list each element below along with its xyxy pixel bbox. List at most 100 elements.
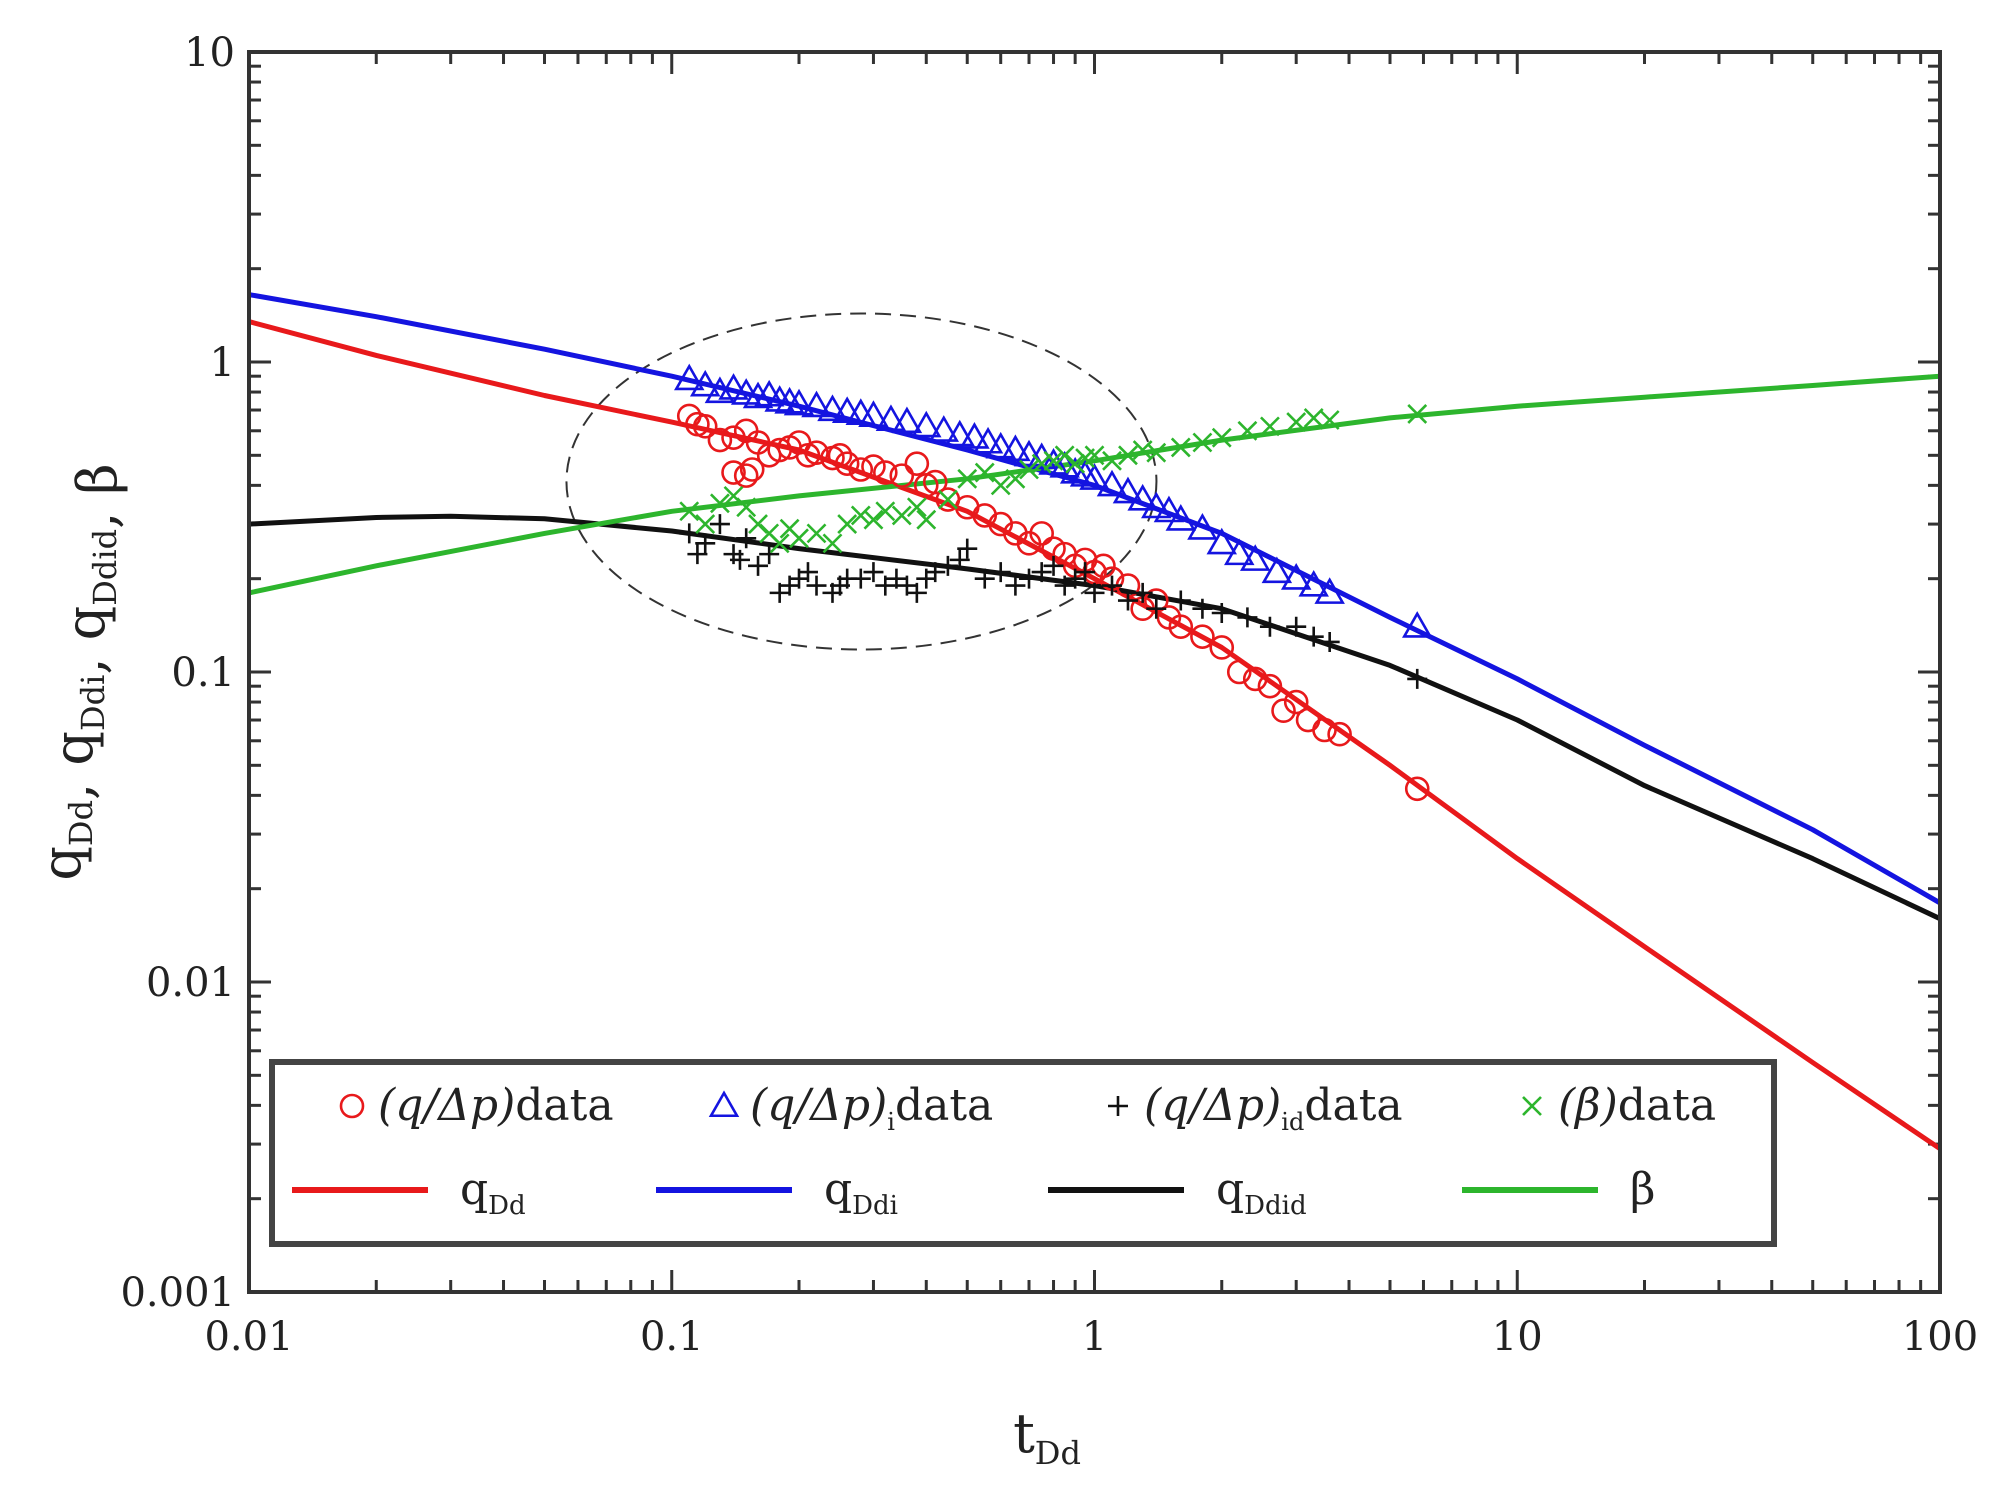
data-point-cross: [1054, 445, 1075, 466]
data-point-plus: [759, 544, 780, 565]
data-point-triangle: [783, 388, 815, 416]
y-axis-title: qDd, qDdi, qDdid, β: [30, 463, 129, 880]
data-point-circle: [1091, 553, 1116, 579]
data-point-circle: [1327, 721, 1352, 747]
data-point-circle: [733, 463, 759, 488]
data-point-cross: [974, 462, 995, 483]
data-point-plus: [886, 568, 907, 589]
data-point-plus: [875, 575, 896, 596]
data-point-circle: [692, 414, 718, 439]
data-point-cross: [1102, 450, 1122, 471]
legend-label-sub: id: [1281, 1108, 1304, 1136]
data-point-triangle: [1187, 513, 1218, 540]
data-point-plus: [1170, 590, 1191, 611]
data-point-circle: [1242, 666, 1268, 692]
series-markers: [674, 363, 1433, 802]
y-axis-title-part: , q: [42, 731, 105, 800]
data-point-circle: [1312, 717, 1337, 743]
data-point-circle: [889, 463, 915, 488]
legend-label-main: (q/Δp): [1144, 1080, 1281, 1131]
data-point-cross: [710, 493, 730, 514]
data-point-cross: [1031, 453, 1052, 474]
dashed-ellipse: [565, 312, 1158, 651]
data-point-plus: [1031, 562, 1052, 583]
series-line-beta: [249, 373, 1940, 596]
data-point-triangle: [944, 419, 975, 447]
data-point-plus: [679, 523, 700, 544]
legend-marker-label: (q/Δp)iddata: [1144, 1080, 1403, 1136]
data-point-plus: [974, 568, 995, 589]
data-point-triangle: [1096, 469, 1128, 497]
data-point-cross: [1065, 453, 1086, 474]
data-point-plus: [695, 533, 716, 554]
x-axis-title-sub: Dd: [1035, 1434, 1081, 1472]
data-point-triangle: [858, 400, 889, 427]
data-point-plus: [1286, 616, 1307, 637]
y-axis-title-part: q: [30, 846, 93, 881]
data-point-triangle: [985, 431, 1016, 459]
data-point-triangle: [774, 386, 805, 414]
x-tick-label: 100: [1902, 1314, 1978, 1360]
x-tick-label: 0.01: [204, 1314, 293, 1360]
data-point-cross: [789, 528, 809, 549]
legend-marker-label: (q/Δp)data: [378, 1080, 614, 1131]
x-tick-label: 1: [1082, 1314, 1107, 1360]
data-point-triangle: [1401, 611, 1433, 638]
data-point-triangle: [1206, 527, 1238, 555]
data-point-cross: [769, 533, 790, 554]
legend-line-main: q: [824, 1164, 852, 1215]
data-point-circle: [721, 425, 746, 450]
data-point-triangle: [674, 363, 705, 391]
data-point-cross: [1303, 408, 1324, 428]
legend-label-sub: i: [887, 1108, 895, 1136]
legend-line-main: q: [1216, 1164, 1244, 1215]
data-point-triangle: [1127, 483, 1158, 511]
data-point-circle: [1168, 614, 1194, 640]
data-point-triangle: [1000, 434, 1031, 462]
highlight-ellipse: [565, 312, 1158, 651]
data-point-triangle: [1069, 460, 1101, 487]
legend-line-label: qDdid: [1216, 1164, 1307, 1221]
series-line-q_Dd: [249, 319, 1940, 1151]
y-tick-label: 0.1: [171, 650, 235, 696]
data-point-cross: [806, 523, 827, 544]
data-point-triangle: [1298, 569, 1329, 597]
data-point-circle: [721, 460, 746, 485]
data-point-triangle: [764, 385, 795, 412]
data-point-circle: [1190, 624, 1215, 649]
data-point-plus: [729, 549, 750, 570]
data-point-plus: [906, 582, 927, 603]
data-point-triangle: [831, 396, 863, 424]
y-axis-title-part: , β: [66, 463, 129, 529]
data-point-cross: [1260, 416, 1280, 437]
data-point-triangle: [1280, 563, 1312, 590]
data-point-triangle: [911, 410, 942, 438]
data-point-plus: [736, 528, 757, 549]
legend-line-sub: Dd: [488, 1191, 526, 1221]
data-point-plus: [863, 562, 884, 583]
x-tick-label: 10: [1492, 1314, 1543, 1360]
y-tick-label: 1: [210, 340, 235, 386]
data-point-plus: [1192, 598, 1213, 619]
data-point-cross: [957, 468, 978, 489]
x-axis-title-main: t: [1013, 1402, 1035, 1465]
data-point-triangle: [1165, 504, 1197, 531]
data-point-plus: [806, 575, 827, 596]
data-point-cross: [1319, 410, 1340, 430]
data-point-triangle: [1153, 495, 1185, 523]
data-point-plus: [1102, 575, 1122, 596]
data-point-cross: [1286, 412, 1307, 433]
data-point-cross: [679, 501, 700, 522]
data-point-circle: [739, 457, 765, 482]
data-point-circle: [848, 457, 874, 482]
data-point-cross: [695, 514, 716, 535]
data-point-plus: [1084, 582, 1105, 603]
data-point-plus: [748, 555, 769, 576]
legend-line-label: qDd: [460, 1164, 526, 1221]
data-point-plus: [937, 555, 958, 576]
data-point-cross: [822, 533, 843, 554]
x-axis-title: tDd: [1013, 1402, 1081, 1472]
data-point-cross: [1084, 445, 1105, 466]
data-point-circle: [1404, 776, 1430, 802]
